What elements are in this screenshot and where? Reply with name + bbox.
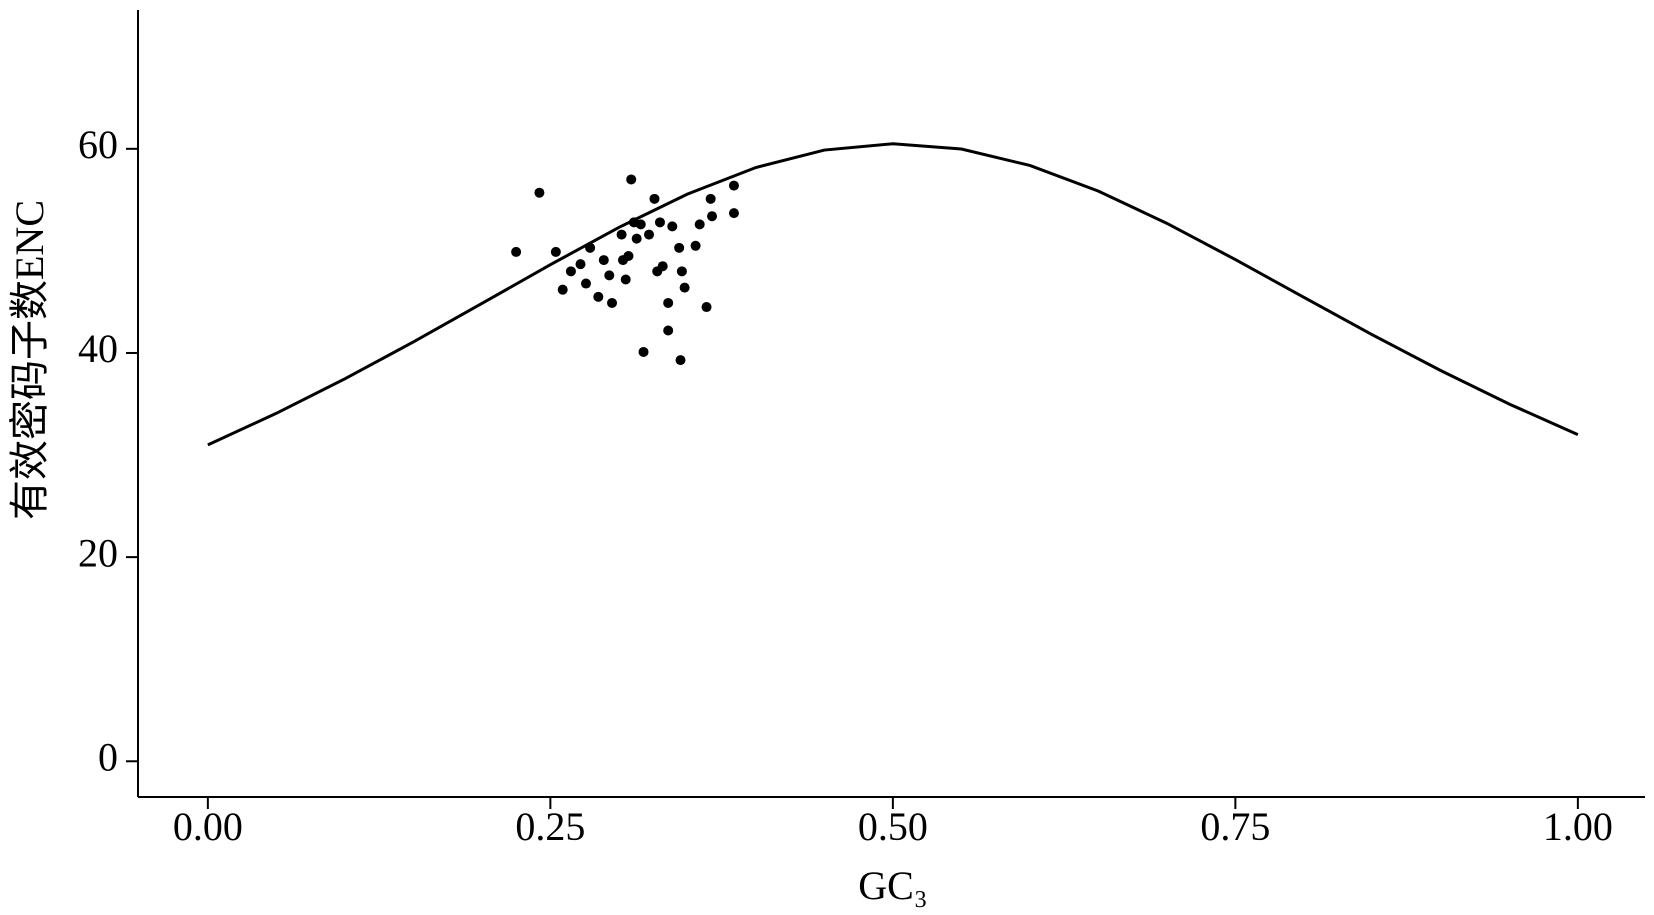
data-point	[654, 217, 665, 228]
data-point	[635, 219, 646, 230]
data-point	[616, 229, 627, 240]
data-point	[663, 297, 674, 308]
data-point	[649, 193, 660, 204]
expected-curve	[207, 142, 1579, 447]
data-point	[534, 187, 545, 198]
y-axis-label: 有效密码子数ENC	[7, 200, 52, 520]
data-point	[676, 266, 687, 277]
data-point	[626, 174, 637, 185]
data-point	[679, 282, 690, 293]
data-point	[598, 255, 609, 266]
y-tick-label: 20	[78, 530, 118, 575]
data-point	[593, 291, 604, 302]
x-tick-label: 0.25	[515, 804, 585, 849]
data-point	[728, 180, 739, 191]
data-point	[690, 240, 701, 251]
x-tick-label: 0.50	[858, 804, 928, 849]
y-tick-label: 0	[98, 734, 118, 779]
data-point	[565, 266, 576, 277]
data-point	[667, 221, 678, 232]
data-point	[644, 229, 655, 240]
data-point	[585, 242, 596, 253]
x-axis-label: GC₃	[858, 863, 928, 908]
x-tick-label: 1.00	[1543, 804, 1613, 849]
x-tick-label: 0.00	[173, 804, 243, 849]
data-point	[575, 259, 586, 270]
data-point	[694, 219, 705, 230]
data-point	[705, 193, 716, 204]
data-point	[557, 284, 568, 295]
data-point	[631, 233, 642, 244]
data-point	[674, 242, 685, 253]
data-point	[701, 302, 712, 313]
data-point	[707, 211, 718, 222]
data-point	[550, 246, 561, 257]
y-tick-label: 60	[78, 122, 118, 167]
data-point	[607, 297, 618, 308]
data-point	[604, 270, 615, 281]
data-point	[511, 246, 522, 257]
y-tick-label: 40	[78, 326, 118, 371]
data-point	[663, 325, 674, 336]
data-point	[638, 346, 649, 357]
data-point	[675, 355, 686, 366]
data-point	[657, 261, 668, 272]
data-point	[728, 208, 739, 219]
data-point	[620, 274, 631, 285]
data-point	[580, 278, 591, 289]
data-point	[623, 251, 634, 262]
x-tick-label: 0.75	[1200, 804, 1270, 849]
